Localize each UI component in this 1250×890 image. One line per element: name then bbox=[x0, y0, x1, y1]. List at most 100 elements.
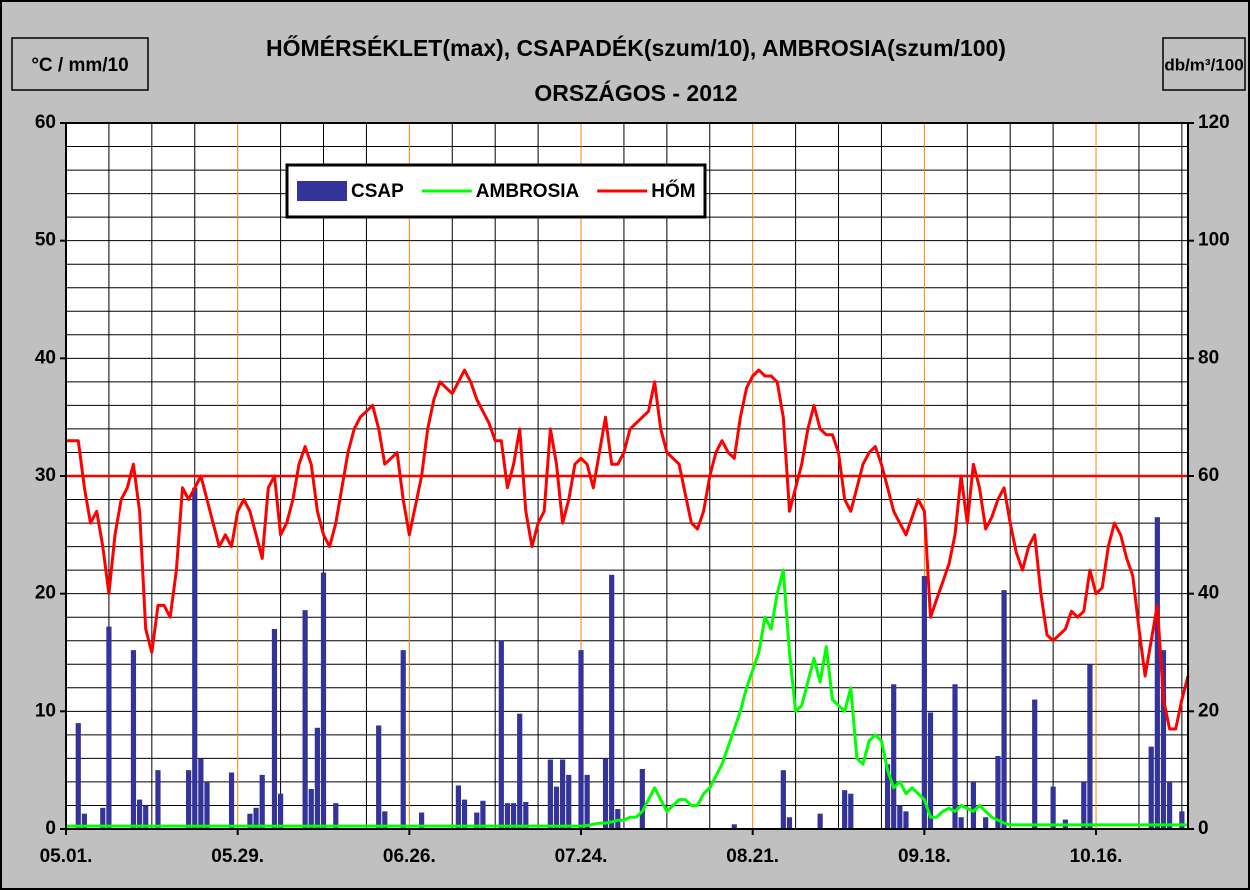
bar bbox=[517, 713, 523, 829]
bar bbox=[130, 650, 137, 829]
legend: CSAP AMBROSIA HŐM bbox=[285, 163, 707, 219]
bar bbox=[578, 650, 584, 829]
plot-border bbox=[65, 122, 1189, 830]
y2-tick-label: 0 bbox=[1198, 818, 1209, 839]
y-tick-label: 10 bbox=[35, 700, 56, 721]
bar bbox=[253, 807, 259, 829]
bar bbox=[228, 772, 235, 829]
bar bbox=[155, 770, 161, 829]
chart-subtitle: ORSZÁGOS - 2012 bbox=[534, 79, 737, 106]
bar bbox=[192, 487, 198, 829]
bar bbox=[455, 785, 461, 829]
bar bbox=[609, 574, 615, 829]
bar bbox=[277, 793, 284, 829]
bar bbox=[927, 712, 934, 829]
x-tick-label: 06.26. bbox=[383, 846, 436, 867]
bar bbox=[143, 805, 149, 829]
x-tick-label: 09.18. bbox=[898, 846, 951, 867]
bar bbox=[461, 799, 468, 829]
bar bbox=[780, 770, 786, 829]
bar bbox=[995, 756, 1001, 829]
y-unit: °C / mm/10 bbox=[31, 55, 128, 76]
bar bbox=[400, 650, 406, 829]
bar bbox=[952, 684, 958, 829]
bar bbox=[510, 803, 517, 829]
legend-label: AMBROSIA bbox=[476, 181, 580, 202]
bar bbox=[186, 770, 192, 829]
legend-label: HŐM bbox=[651, 180, 695, 202]
legend-swatch bbox=[297, 181, 347, 201]
bar bbox=[498, 640, 504, 829]
bar bbox=[1050, 786, 1056, 829]
bar bbox=[970, 781, 977, 829]
bar bbox=[1001, 590, 1007, 829]
bar bbox=[75, 723, 81, 829]
bar bbox=[204, 781, 210, 829]
grid: 0 10 20 30 40 50 60 0 20 40 60 80 100 120 05.01. 05.29.… bbox=[35, 112, 1230, 867]
x-tick-label: 10.16. bbox=[1070, 846, 1123, 867]
bar bbox=[382, 811, 388, 829]
y2-unit: db/m³/100 bbox=[1164, 55, 1243, 74]
y2-tick-label: 20 bbox=[1198, 700, 1219, 721]
bar bbox=[308, 788, 314, 829]
chart-title: HŐMÉRSÉKLET(max), CSAPADÉK(szum/10), AMB… bbox=[266, 34, 1006, 61]
marks bbox=[65, 122, 1190, 830]
bar bbox=[1179, 811, 1185, 829]
bar bbox=[419, 812, 425, 829]
bar bbox=[376, 725, 382, 829]
bar bbox=[817, 813, 823, 829]
bar bbox=[198, 758, 204, 829]
bar bbox=[106, 626, 112, 829]
bar bbox=[584, 774, 590, 829]
legend-label: CSAP bbox=[351, 181, 404, 202]
bar bbox=[958, 817, 964, 829]
bar bbox=[639, 768, 645, 829]
bar bbox=[842, 790, 848, 829]
y2-tick-label: 40 bbox=[1198, 583, 1219, 604]
bar bbox=[731, 824, 737, 829]
y2-tick-label: 60 bbox=[1198, 465, 1219, 486]
bar bbox=[891, 684, 897, 829]
bar bbox=[1081, 781, 1087, 829]
bar bbox=[100, 807, 106, 829]
bar bbox=[602, 758, 609, 829]
bar bbox=[1087, 664, 1093, 829]
bar bbox=[786, 817, 793, 829]
bar bbox=[1148, 746, 1154, 829]
bar bbox=[921, 576, 927, 829]
bar bbox=[560, 759, 566, 829]
y2-tick-label: 80 bbox=[1198, 347, 1219, 368]
y2-tick-label: 100 bbox=[1198, 230, 1230, 251]
bar bbox=[314, 727, 320, 829]
bar bbox=[81, 813, 87, 829]
bar bbox=[259, 774, 265, 829]
bar bbox=[247, 813, 253, 829]
y2-tick-label: 120 bbox=[1198, 112, 1230, 133]
bar bbox=[1160, 650, 1167, 829]
bar bbox=[302, 610, 308, 829]
bar bbox=[504, 803, 511, 829]
y-tick-label: 0 bbox=[45, 818, 56, 839]
bar bbox=[884, 764, 891, 829]
y2-unit-box bbox=[1162, 37, 1246, 91]
x-tick-label: 05.01. bbox=[40, 846, 93, 867]
line bbox=[66, 368, 1190, 731]
bar bbox=[897, 805, 903, 829]
x-tick-label: 07.24. bbox=[555, 846, 608, 867]
y-tick-label: 30 bbox=[35, 465, 56, 486]
bar bbox=[480, 800, 486, 829]
bar bbox=[553, 786, 560, 829]
x-tick-label: 08.21. bbox=[726, 846, 779, 867]
bar bbox=[1032, 699, 1038, 829]
bar bbox=[983, 817, 989, 829]
x-tick-label: 05.29. bbox=[211, 846, 264, 867]
line bbox=[66, 568, 1188, 828]
bar bbox=[136, 799, 143, 829]
bar bbox=[474, 812, 480, 829]
y-tick-label: 50 bbox=[35, 230, 56, 251]
y-tick-label: 60 bbox=[35, 112, 56, 133]
bar bbox=[320, 572, 327, 829]
bar bbox=[547, 759, 553, 829]
bar bbox=[566, 774, 572, 829]
